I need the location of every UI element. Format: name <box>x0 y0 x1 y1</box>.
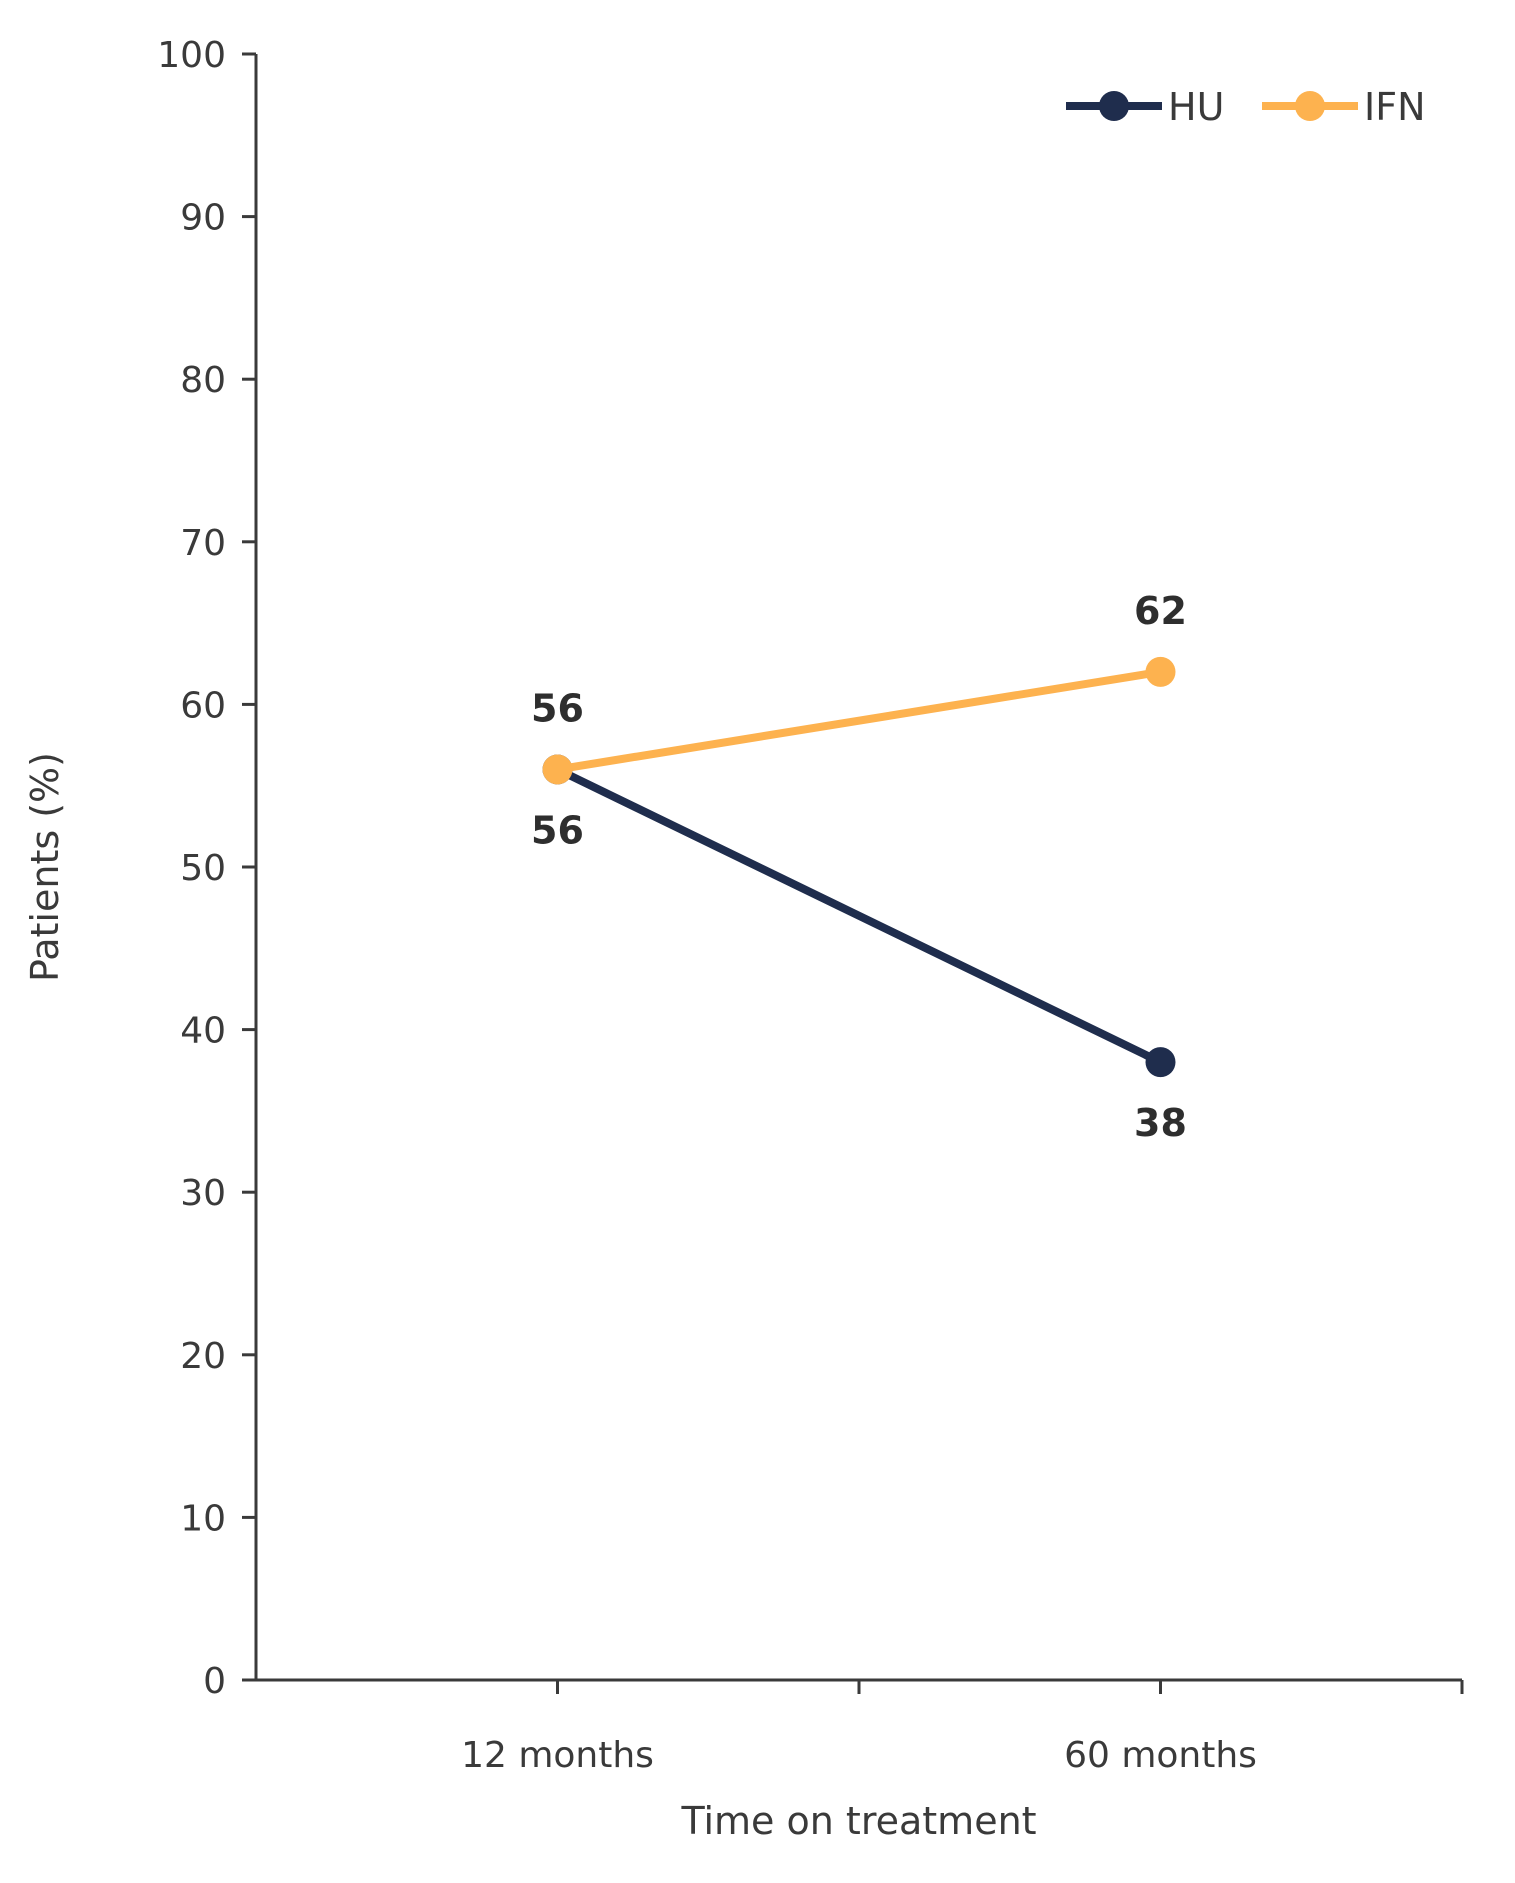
data-label: 38 <box>1134 1101 1187 1145</box>
y-tick-label: 90 <box>180 198 226 239</box>
y-tick-label: 40 <box>180 1011 226 1052</box>
y-tick-label: 80 <box>180 360 226 401</box>
y-axis-title: Patients (%) <box>23 752 67 982</box>
x-axis-title: Time on treatment <box>680 1799 1036 1843</box>
y-tick-label: 60 <box>180 685 226 726</box>
series-layer: 56 38 56 62 <box>531 589 1187 1145</box>
y-tick-label: 100 <box>157 35 226 76</box>
legend-swatch-marker <box>1099 91 1129 121</box>
series-line <box>555 765 1163 1066</box>
legend-swatch-marker <box>1295 91 1325 121</box>
y-tick-label: 10 <box>180 1498 226 1539</box>
data-point <box>1145 656 1176 687</box>
series-hu: 56 38 <box>531 754 1187 1145</box>
y-tick-label: 30 <box>180 1173 226 1214</box>
y-tick-label: 50 <box>180 848 226 889</box>
chart-axes <box>254 54 1462 1682</box>
y-tick-label: 0 <box>203 1661 226 1702</box>
data-label: 56 <box>531 808 584 852</box>
data-label: 62 <box>1134 589 1187 633</box>
y-axis-ticks: 0 10 20 30 40 50 60 70 80 90 100 <box>157 35 256 1702</box>
series-ifn: 56 62 <box>531 589 1187 785</box>
legend-label: IFN <box>1364 85 1426 129</box>
x-tick-label: 60 months <box>1064 1735 1257 1776</box>
x-tick-label: 12 months <box>461 1735 654 1776</box>
legend-label: HU <box>1168 85 1224 129</box>
y-tick-label: 20 <box>180 1336 226 1377</box>
data-label: 56 <box>531 686 584 730</box>
x-axis-ticks: 12 months 60 months <box>461 1680 1464 1776</box>
series-line <box>556 667 1162 774</box>
legend: HU IFN <box>1066 85 1426 129</box>
data-point <box>1145 1047 1176 1078</box>
data-point <box>542 754 573 785</box>
y-tick-label: 70 <box>180 523 226 564</box>
legend-item-ifn: IFN <box>1262 85 1426 129</box>
legend-item-hu: HU <box>1066 85 1224 129</box>
